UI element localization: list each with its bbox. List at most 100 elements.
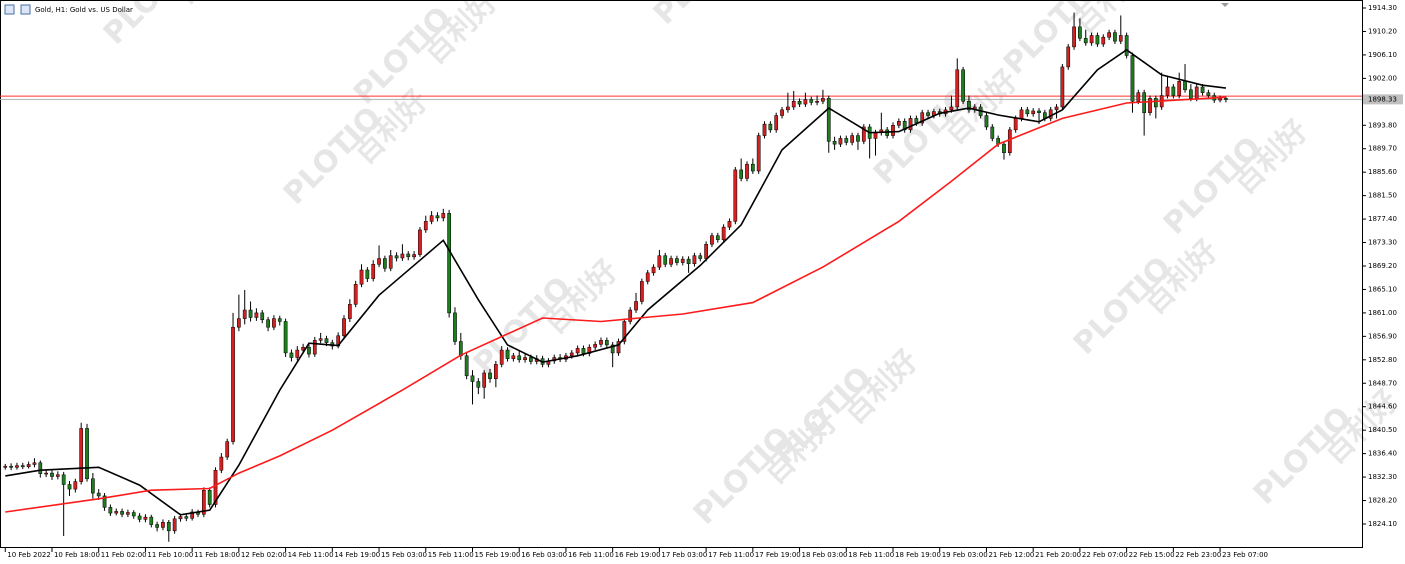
candle-body <box>622 321 627 342</box>
candle-body <box>739 169 744 179</box>
candle-body <box>1200 86 1205 93</box>
candle-body <box>762 123 767 136</box>
candle-body <box>832 141 837 145</box>
candle-body <box>260 312 265 321</box>
candle-body <box>248 309 253 318</box>
candle-body <box>283 321 288 354</box>
candle-body <box>797 100 802 105</box>
candle-body <box>114 511 119 514</box>
candle-body <box>1130 55 1135 102</box>
candle-body <box>383 258 387 269</box>
y-tick-label: 1844.60 <box>1368 403 1397 411</box>
candle-body <box>353 284 358 305</box>
shift-marker <box>1221 3 1229 7</box>
candle-body <box>237 318 241 328</box>
candle-body <box>225 441 230 458</box>
candle-body <box>312 340 317 355</box>
x-tick-label: 19 Feb 03:00 <box>942 551 988 559</box>
candle-body <box>1031 110 1036 115</box>
candle-body <box>85 428 89 480</box>
y-tick-label: 1836.40 <box>1368 450 1397 458</box>
candle-body <box>172 518 177 532</box>
y-tick-label: 1824.10 <box>1368 520 1397 528</box>
candle-body <box>143 516 148 520</box>
candle-body <box>715 235 720 240</box>
candle-body <box>984 115 989 128</box>
candle-body <box>645 272 650 282</box>
candle-body <box>902 121 907 131</box>
candle-body <box>1078 26 1082 39</box>
candle-body <box>505 349 510 359</box>
candle-body <box>96 492 101 497</box>
candle-body <box>1118 35 1123 42</box>
candle-body <box>423 221 428 231</box>
y-tick-label: 1881.50 <box>1368 192 1397 200</box>
candle-body <box>377 258 381 265</box>
candle-body <box>32 462 37 465</box>
candle-body <box>768 123 773 131</box>
candle-body <box>604 340 609 346</box>
y-tick-label: 1856.90 <box>1368 332 1397 340</box>
candle-body <box>961 69 965 102</box>
candle-body <box>523 357 527 361</box>
y-tick-label: 1861.00 <box>1368 309 1397 317</box>
candle-body <box>616 341 621 354</box>
price-label-box <box>1363 94 1403 105</box>
plot-frame <box>0 0 1363 548</box>
candle-body <box>1194 86 1199 99</box>
y-tick-label: 1889.70 <box>1368 145 1397 153</box>
candle-body <box>342 318 346 337</box>
candle-body <box>131 512 136 517</box>
y-tick-label: 1906.10 <box>1368 51 1397 59</box>
candle-body <box>990 126 995 139</box>
x-tick-label: 22 Feb 15:00 <box>1129 551 1175 559</box>
x-tick-label: 16 Feb 19:00 <box>615 551 661 559</box>
candle-body <box>838 138 843 145</box>
candle-body <box>569 352 574 357</box>
candle-body <box>1165 86 1170 96</box>
candle-body <box>1060 66 1065 108</box>
candle-body <box>669 258 673 265</box>
candle-body <box>529 357 533 362</box>
x-tick-label: 14 Feb 19:00 <box>334 551 380 559</box>
candle-body <box>190 511 195 519</box>
y-tick-label: 1869.20 <box>1368 262 1397 270</box>
candle-body <box>1066 46 1071 68</box>
x-tick-label: 17 Feb 11:00 <box>708 551 754 559</box>
y-tick-label: 1873.30 <box>1368 239 1397 247</box>
candle-body <box>581 348 586 354</box>
candle-body <box>955 69 960 108</box>
candle-body <box>680 258 685 263</box>
candle-body <box>908 118 913 131</box>
candle-body <box>447 213 451 314</box>
candle-body <box>120 511 124 515</box>
candle-body <box>780 109 784 116</box>
x-tick-label: 15 Feb 19:00 <box>474 551 520 559</box>
candle-body <box>213 469 218 505</box>
candle-body <box>435 215 440 219</box>
x-tick-label: 17 Feb 03:00 <box>661 551 707 559</box>
candle-body <box>470 375 475 382</box>
candle-body <box>640 281 644 302</box>
candle-body <box>727 221 732 228</box>
candle-body <box>698 255 703 259</box>
candle-body <box>1113 32 1117 42</box>
x-tick-label: 16 Feb 11:00 <box>568 551 614 559</box>
candle-body <box>844 138 849 143</box>
x-tick-label: 11 Feb 02:00 <box>101 551 147 559</box>
candle-body <box>242 309 247 319</box>
candle-body <box>318 338 323 341</box>
candle-body <box>861 126 866 142</box>
candle-body <box>126 512 130 515</box>
candle-body <box>750 163 755 172</box>
candle-body <box>108 507 113 514</box>
candle-body <box>400 253 405 259</box>
candle-body <box>1189 89 1193 99</box>
candle-body <box>406 253 411 258</box>
candle-body <box>1095 35 1100 45</box>
y-tick-label: 1848.70 <box>1368 379 1397 387</box>
x-tick-label: 15 Feb 03:00 <box>381 551 427 559</box>
candle-body <box>803 99 808 105</box>
candle-body <box>207 489 212 505</box>
